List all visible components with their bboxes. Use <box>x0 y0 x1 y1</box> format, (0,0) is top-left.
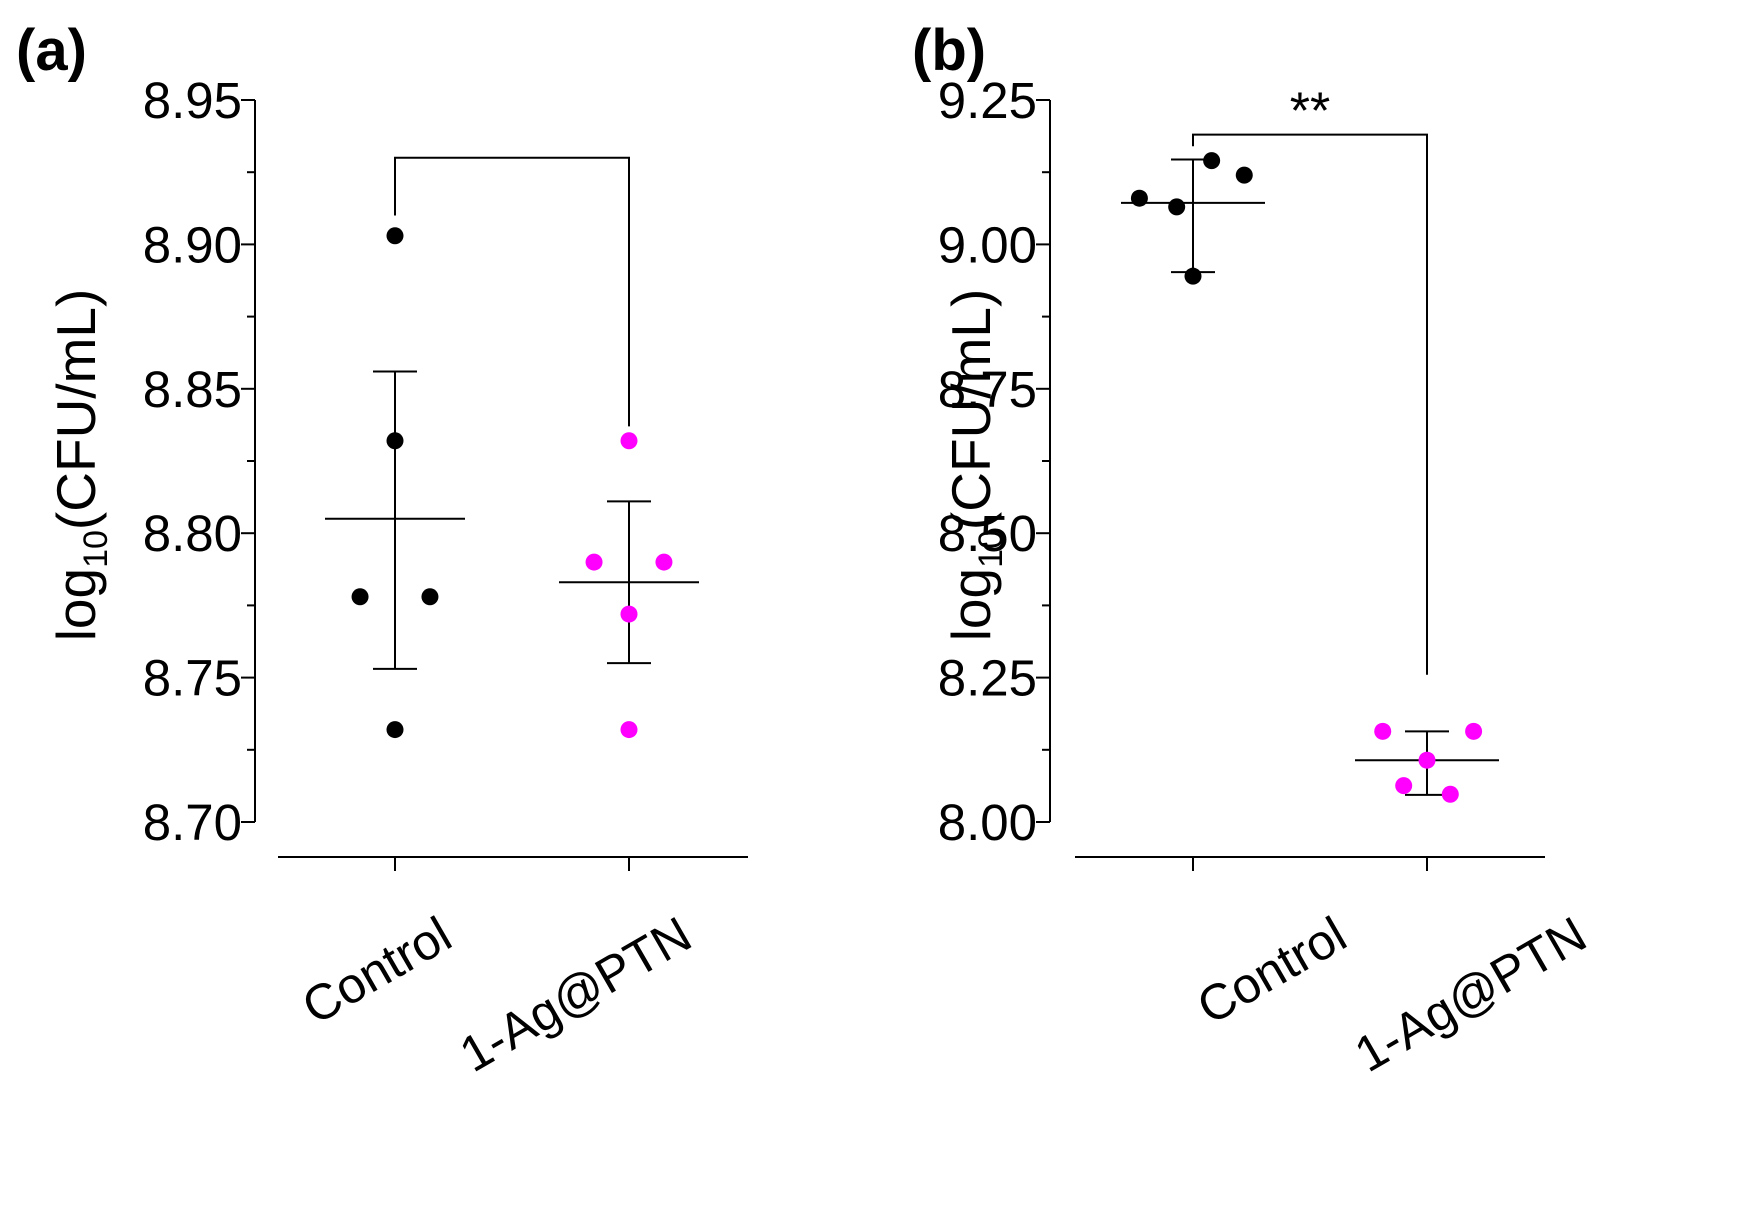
panel-a-ylabel-tail: (CFU/mL) <box>45 289 107 530</box>
y-tick-label: 8.50 <box>938 505 1037 562</box>
panel-a-category-control: Control <box>293 906 461 1035</box>
data-point <box>386 432 404 450</box>
data-point <box>386 721 404 739</box>
significance-label: ** <box>1290 83 1330 141</box>
data-point <box>1374 722 1392 740</box>
data-point <box>1235 166 1253 184</box>
significance-bracket <box>1192 133 1428 675</box>
panel-a-chart: (a) log10(CFU/mL) 8.708.758.808.858.908.… <box>16 18 748 1083</box>
svg-text:log10(CFU/mL): log10(CFU/mL) <box>45 289 115 642</box>
panel-b-ylabel-main: log <box>940 568 1002 641</box>
data-point <box>1130 189 1148 207</box>
data-point <box>421 588 439 606</box>
data-point <box>386 227 404 245</box>
data-point <box>620 432 638 450</box>
panel-b-ylabel-tail: (CFU/mL) <box>940 289 1002 530</box>
panel-a-label: (a) <box>16 18 87 83</box>
panel-a-ylabel-sub: 10 <box>77 530 115 568</box>
data-point <box>655 553 673 571</box>
y-tick-label: 8.75 <box>938 361 1037 418</box>
y-tick-label: 8.80 <box>143 505 242 562</box>
panel-a-category-labels: Control 1-Ag@PTN <box>293 906 701 1083</box>
y-tick-label: 9.00 <box>938 216 1037 273</box>
panel-a-category-ag-ptn: 1-Ag@PTN <box>450 906 700 1083</box>
panel-a-plot-area: 8.70 8.75 8.80 8.85 8.90 8.95 <box>143 72 748 871</box>
data-point <box>620 721 638 739</box>
data-point <box>1441 785 1459 803</box>
data-point <box>1395 777 1413 795</box>
y-tick-label: 8.95 <box>143 72 242 129</box>
svg-text:log10(CFU/mL): log10(CFU/mL) <box>940 289 1010 642</box>
data-point <box>1418 751 1436 769</box>
panel-b-ylabel-sub: 10 <box>972 530 1010 568</box>
data-point <box>1203 152 1221 170</box>
y-tick-label: 8.75 <box>143 650 242 707</box>
y-tick-label: 8.00 <box>938 794 1037 851</box>
data-point <box>351 588 369 606</box>
data-point <box>1465 722 1483 740</box>
data-point <box>585 553 603 571</box>
data-point <box>1168 198 1186 216</box>
panel-a-y-axis-label: log10(CFU/mL) <box>45 289 115 642</box>
significance-bracket <box>394 156 630 427</box>
panel-b-y-axis-label: log10(CFU/mL) <box>940 289 1010 642</box>
y-tick-label: 8.90 <box>143 216 242 273</box>
panel-b-chart: (b) log10(CFU/mL) 8.00 8.25 8.50 8.75 9.00 9.… <box>912 18 1596 1083</box>
y-tick-label: 9.25 <box>938 72 1037 129</box>
panel-b-plot-area: 8.00 8.25 8.50 8.75 9.00 9.25 ** <box>938 72 1545 871</box>
data-point <box>1184 267 1202 285</box>
y-tick-label: 8.85 <box>143 361 242 418</box>
data-point <box>620 605 638 623</box>
panel-b-label: (b) <box>912 18 986 83</box>
y-tick-label: 8.25 <box>938 650 1037 707</box>
panel-b-category-ag-ptn: 1-Ag@PTN <box>1345 906 1595 1083</box>
panel-b-category-labels: Control 1-Ag@PTN <box>1188 906 1596 1083</box>
y-tick-label: 8.70 <box>143 794 242 851</box>
panel-a-ylabel-main: log <box>45 568 107 641</box>
panel-b-category-control: Control <box>1188 906 1356 1035</box>
